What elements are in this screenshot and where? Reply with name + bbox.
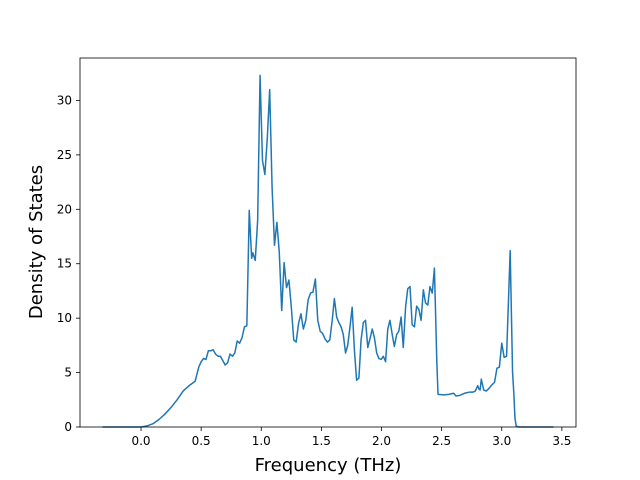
y-tick-label: 5	[64, 366, 72, 380]
x-tick-label: 1.5	[312, 434, 331, 448]
x-tick-label: 3.0	[492, 434, 511, 448]
plot-frame	[79, 57, 577, 428]
y-tick-label: 20	[57, 202, 72, 216]
x-tick-label: 0.5	[192, 434, 211, 448]
y-tick-label: 10	[57, 311, 72, 325]
x-tick-label: 2.0	[372, 434, 391, 448]
line-series	[102, 74, 554, 428]
x-axis-label: Frequency (THz)	[255, 455, 402, 476]
x-tick-label: 1.0	[252, 434, 271, 448]
y-tick-label: 15	[57, 257, 72, 271]
y-tick-label: 30	[57, 93, 72, 107]
x-tick-label: 2.5	[432, 434, 451, 448]
y-tick-label: 25	[57, 148, 72, 162]
y-tick-label: 0	[64, 420, 72, 434]
x-tick-label: 0.0	[131, 434, 150, 448]
x-tick-label: 3.5	[552, 434, 571, 448]
y-axis-label: Density of States	[26, 165, 47, 319]
